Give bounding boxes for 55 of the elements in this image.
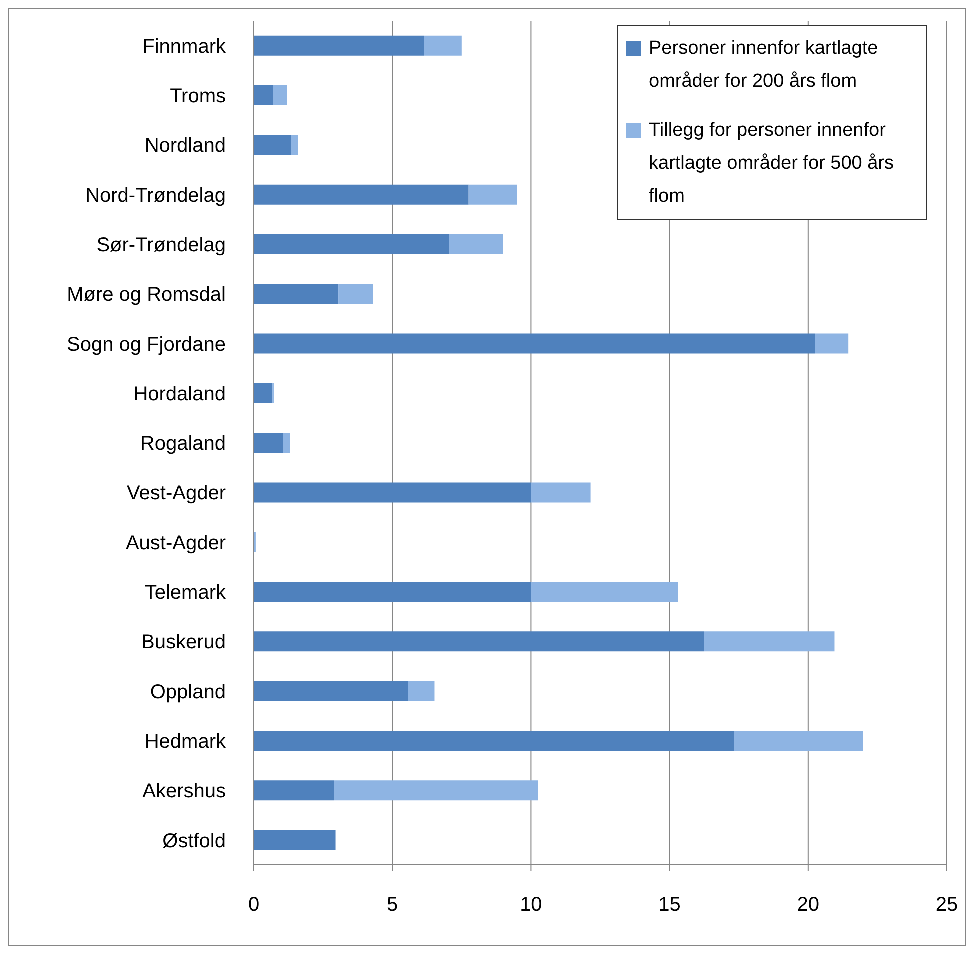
legend-label: Tillegg for personer innenfor kartlagte områder for 500 års flom xyxy=(649,119,896,209)
bar xyxy=(254,730,734,751)
bar xyxy=(254,383,273,404)
bar xyxy=(254,184,469,205)
bar xyxy=(254,632,704,652)
bar xyxy=(283,433,290,454)
bar xyxy=(254,681,408,702)
y-tick-label: Buskerud xyxy=(142,632,226,654)
bar xyxy=(468,184,518,205)
bar xyxy=(254,86,274,106)
y-tick-label: Østfold xyxy=(162,830,226,852)
y-tick-label: Aust-Agder xyxy=(126,532,226,554)
y-tick-label: Hedmark xyxy=(144,730,227,753)
y-tick-label: Nord-Trøndelag xyxy=(86,184,226,207)
bar xyxy=(254,284,339,304)
x-tick-label: 0 xyxy=(248,894,260,916)
bar xyxy=(273,86,288,106)
y-tick-label: Hordaland xyxy=(134,383,226,406)
bar xyxy=(531,482,591,503)
x-tick-label: 20 xyxy=(797,894,820,916)
bar xyxy=(254,135,292,156)
bar xyxy=(449,234,504,254)
bar xyxy=(254,36,424,56)
bar xyxy=(734,730,864,751)
x-tick-label: 5 xyxy=(387,894,398,916)
bar xyxy=(338,284,374,304)
legend-label: Personer innenfor kartlagte områder for 200 års flom xyxy=(649,37,880,94)
y-tick-label: Sogn og Fjordane xyxy=(66,334,226,356)
bar xyxy=(815,334,849,354)
x-tick-label: 15 xyxy=(658,894,681,916)
y-tick-label: Møre og Romsdal xyxy=(67,284,226,306)
bar xyxy=(254,334,816,354)
y-tick-label: Oppland xyxy=(150,681,226,704)
bar xyxy=(254,482,532,503)
x-tick-label: 25 xyxy=(936,894,958,916)
y-tick-label: Sør-Trøndelag xyxy=(96,234,226,257)
y-tick-label: Telemark xyxy=(144,582,227,604)
bar xyxy=(408,681,435,702)
bar xyxy=(291,135,298,156)
bar xyxy=(254,433,284,454)
bar xyxy=(531,582,678,602)
x-tick-label: 10 xyxy=(520,894,542,916)
y-tick-label: Nordland xyxy=(144,135,226,158)
bar xyxy=(424,36,462,56)
y-tick-label: Troms xyxy=(170,86,226,108)
bar xyxy=(704,632,835,652)
y-tick-label: Rogaland xyxy=(140,433,226,456)
bar xyxy=(254,830,336,850)
y-tick-label: Finnmark xyxy=(142,36,227,58)
y-tick-label: Vest-Agder xyxy=(127,482,226,505)
bar xyxy=(334,780,538,801)
bar xyxy=(254,780,334,801)
bar xyxy=(254,234,450,254)
y-tick-label: Akershus xyxy=(142,780,226,803)
bar xyxy=(254,582,532,602)
